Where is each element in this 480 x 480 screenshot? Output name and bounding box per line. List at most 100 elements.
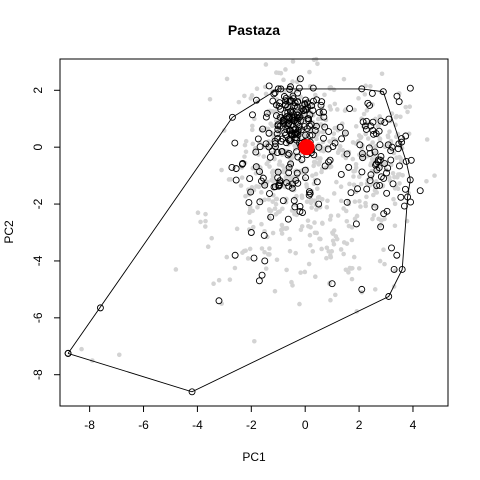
highlighted-point — [306, 122, 314, 130]
background-point — [349, 276, 355, 282]
highlighted-point — [274, 85, 282, 93]
background-point — [334, 179, 339, 185]
background-point — [356, 96, 361, 101]
highlighted-point — [292, 176, 300, 184]
background-point — [337, 144, 343, 149]
highlighted-point — [272, 112, 280, 120]
highlighted-point — [404, 193, 412, 201]
highlighted-point — [287, 137, 294, 144]
background-point — [302, 269, 308, 275]
background-point — [356, 133, 362, 138]
highlighted-point — [384, 164, 392, 172]
background-point — [353, 124, 359, 129]
background-point — [333, 234, 339, 239]
background-point — [281, 77, 286, 83]
background-point — [335, 149, 341, 155]
highlighted-point — [407, 156, 415, 164]
background-point — [219, 167, 224, 173]
background-point — [375, 123, 381, 129]
background-point — [209, 235, 214, 241]
background-point — [203, 224, 208, 229]
highlighted-point — [337, 171, 345, 178]
highlighted-point — [346, 105, 354, 112]
highlighted-point — [232, 176, 240, 184]
highlighted-point — [228, 113, 236, 121]
highlighted-point — [256, 198, 264, 206]
highlighted-point — [259, 125, 267, 133]
highlighted-point — [302, 131, 309, 139]
background-point — [283, 67, 288, 72]
background-point — [382, 261, 387, 267]
highlighted-point — [326, 156, 334, 164]
x-tick-label: -8 — [84, 418, 95, 432]
background-point — [335, 213, 341, 218]
background-point — [263, 62, 269, 67]
background-point — [346, 270, 351, 275]
background-point — [270, 199, 275, 204]
background-point — [239, 175, 245, 180]
highlighted-point — [294, 89, 302, 97]
highlighted-point — [368, 89, 376, 97]
background-point — [250, 141, 256, 147]
background-point — [287, 236, 292, 242]
highlighted-point — [277, 105, 285, 113]
highlighted-point — [263, 109, 271, 117]
background-point — [393, 114, 399, 120]
background-point — [328, 297, 333, 303]
highlighted-point — [321, 162, 329, 170]
background-point — [224, 254, 230, 260]
highlighted-point — [320, 113, 328, 121]
highlighted-point — [358, 150, 366, 157]
highlighted-point — [325, 128, 333, 136]
background-point — [377, 258, 383, 264]
highlighted-point — [239, 160, 247, 167]
highlighted-point — [295, 123, 303, 131]
background-point — [247, 204, 253, 210]
background-point — [327, 139, 332, 144]
background-point — [356, 266, 362, 271]
highlighted-point — [247, 229, 255, 236]
highlighted-point — [283, 115, 291, 123]
highlighted-point — [262, 140, 270, 148]
background-point — [373, 150, 378, 155]
background-point — [242, 142, 248, 148]
background-point — [407, 104, 413, 109]
background-point — [372, 287, 378, 292]
background-point — [343, 107, 349, 112]
highlighted-point — [398, 266, 406, 273]
background-point — [403, 104, 409, 110]
background-point — [307, 232, 313, 238]
highlighted-point — [215, 297, 223, 305]
highlighted-point — [381, 119, 389, 126]
highlighted-point — [296, 113, 304, 121]
highlighted-point — [265, 82, 273, 90]
background-point — [266, 197, 272, 202]
background-point — [381, 247, 386, 253]
highlighted-point — [284, 103, 292, 111]
highlighted-point — [64, 349, 72, 357]
background-point — [263, 266, 269, 271]
background-point — [287, 248, 293, 254]
background-point — [352, 168, 358, 174]
y-tick-label: -4 — [31, 255, 45, 266]
highlighted-point — [406, 84, 414, 92]
y-tick-label: 0 — [31, 144, 45, 151]
background-point — [290, 59, 296, 64]
background-point — [351, 182, 357, 188]
highlighted-point — [287, 83, 294, 91]
highlighted-point — [359, 154, 367, 162]
background-point — [265, 252, 271, 257]
background-point — [272, 288, 278, 294]
x-tick-label: 0 — [302, 418, 309, 432]
highlighted-point — [255, 277, 263, 285]
highlighted-point — [359, 118, 367, 126]
highlighted-point — [254, 135, 262, 143]
background-point — [284, 196, 289, 202]
highlighted-point — [252, 163, 260, 171]
background-point — [227, 277, 233, 282]
highlighted-point — [393, 251, 401, 259]
highlighted-point — [282, 139, 290, 147]
highlighted-point — [289, 120, 297, 128]
background-point — [297, 301, 302, 307]
background-point — [406, 131, 412, 137]
